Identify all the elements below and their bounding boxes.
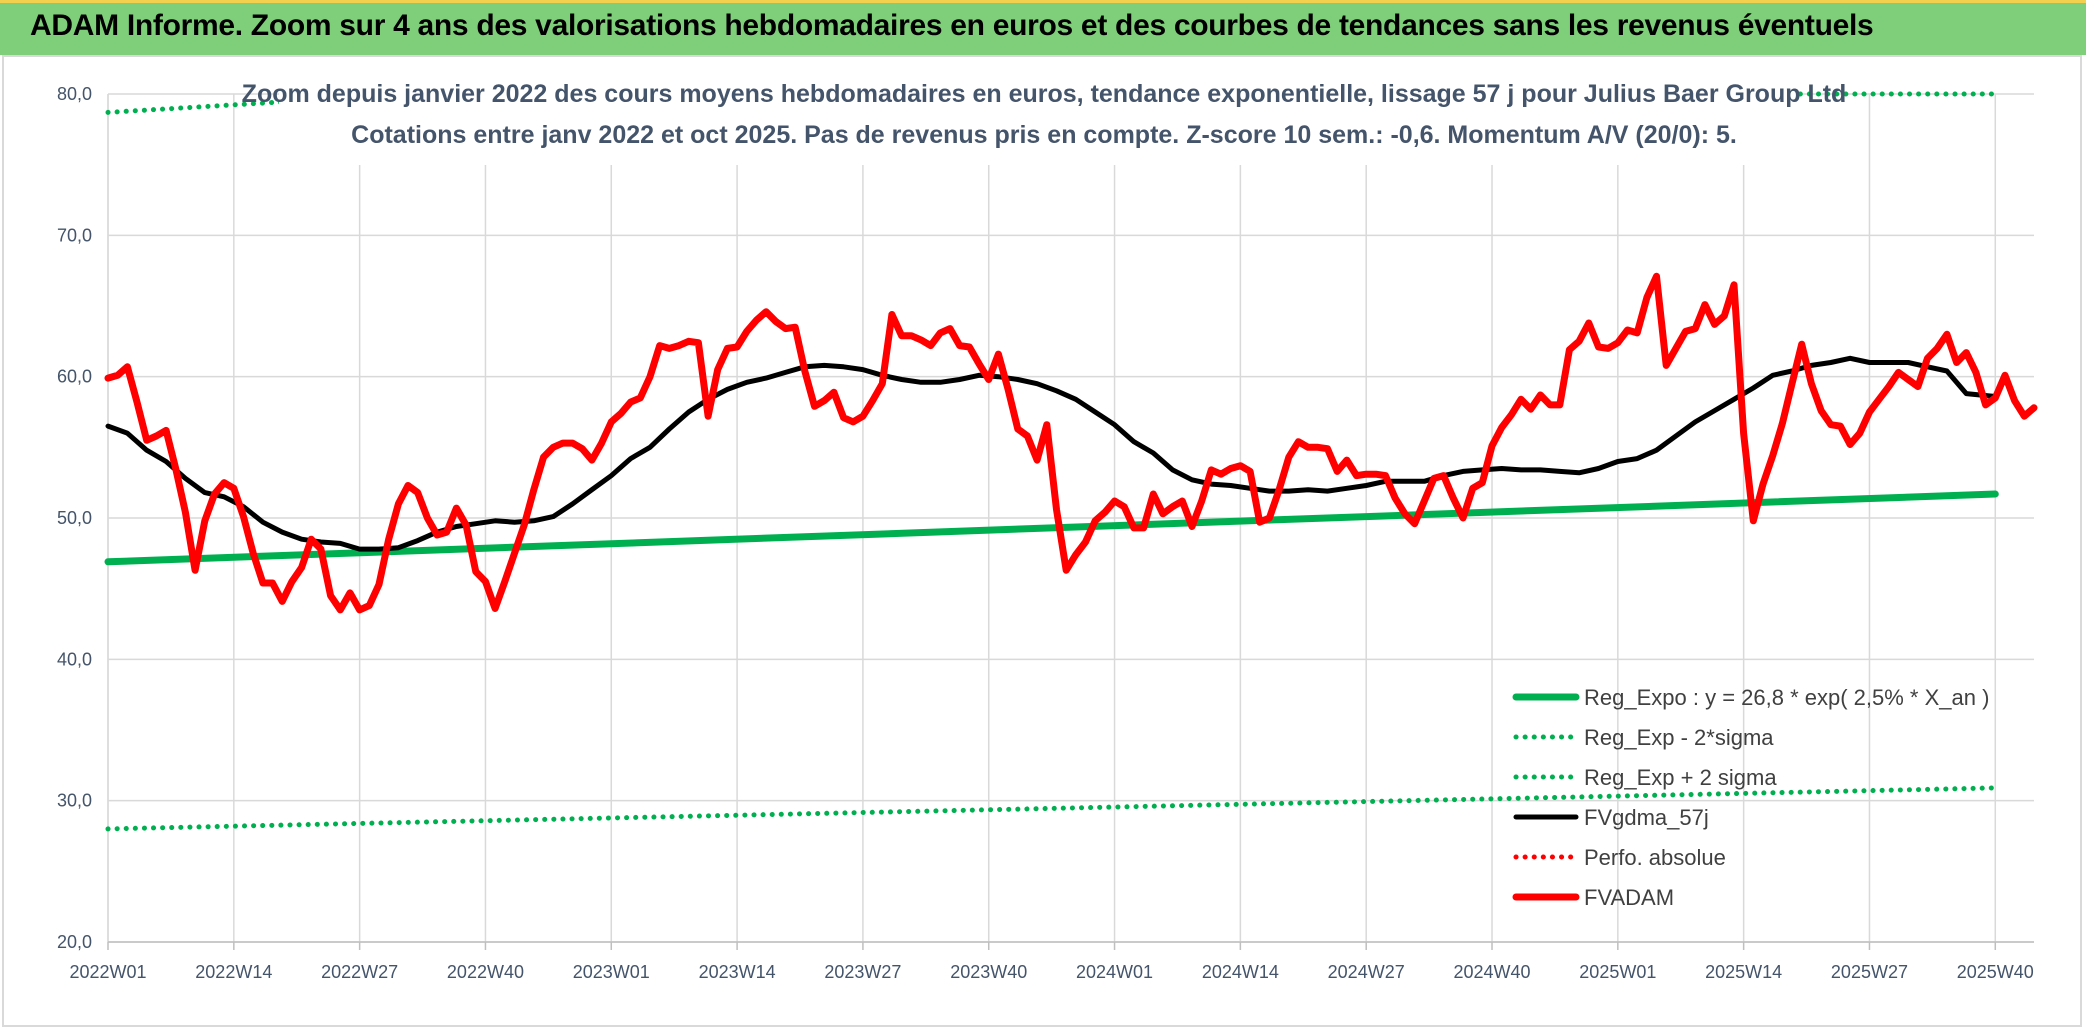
x-tick-label: 2025W27 [1831,962,1908,982]
series-reg-exp-2-sigma-line [105,91,1998,115]
y-tick-label: 50,0 [57,508,92,528]
x-tick-label: 2024W01 [1076,962,1153,982]
x-tick-label: 2023W40 [950,962,1027,982]
legend-label: Reg_Expo : y = 26,8 * exp( 2,5% * X_an ) [1584,685,1989,710]
x-tick-label: 2022W01 [69,962,146,982]
x-axis-ticks: 2022W01 2022W14 2022W27 2022W40 2023W01 2023W… [69,962,2033,982]
legend-label: Perfo. absolue [1584,845,1726,870]
y-tick-label: 70,0 [57,225,92,245]
y-axis-ticks: 20,0 30,0 40,0 50,0 60,0 70,0 80,0 [57,84,92,952]
x-tick-label: 2025W01 [1579,962,1656,982]
chart-title: Zoom depuis janvier 2022 des cours moyen… [242,80,1847,108]
report-title: ADAM Informe. Zoom sur 4 ans des valoris… [30,9,1874,42]
y-tick-label: 20,0 [57,932,92,952]
chart-frame: 20,0 30,0 40,0 50,0 60,0 70,0 80,0 2022W01 2022… [2,55,2082,1027]
x-tick-label: 2022W40 [447,962,524,982]
chart-subtitle: Cotations entre janv 2022 et oct 2025. P… [351,121,1737,149]
x-tick-label: 2023W27 [824,962,901,982]
title-background [279,65,1799,165]
line-chart: 20,030,040,050,060,070,080,0 2022W01 2022… [57,65,2038,982]
y-tick-label: 60,0 [57,367,92,387]
x-tick-label: 2022W14 [195,962,272,982]
legend-label: Reg_Exp - 2*sigma [1584,725,1774,750]
x-tick-label: 2024W27 [1328,962,1405,982]
gridlines [107,93,2034,950]
series-layer [104,91,2038,832]
report-header: ADAM Informe. Zoom sur 4 ans des valoris… [0,0,2086,55]
x-tick-label: 2024W14 [1202,962,1279,982]
y-tick-label: 30,0 [57,791,92,811]
x-tick-label: 2024W40 [1453,962,1530,982]
legend-label: FVgdma_57j [1584,805,1709,830]
y-tick-label: 80,0 [57,84,92,104]
x-tick-label: 2023W01 [573,962,650,982]
legend-label: Reg_Exp + 2 sigma [1584,765,1777,790]
x-tick-label: 2025W14 [1705,962,1782,982]
x-tick-label: 2025W40 [1957,962,2034,982]
legend-label: FVADAM [1584,885,1674,910]
series-reg-exp-2-sigma-line [105,785,1998,832]
series-fvadam-line [104,272,2038,614]
series-fvgdma-57j-line [105,355,1998,552]
x-tick-label: 2022W27 [321,962,398,982]
x-tick-label: 2023W14 [699,962,776,982]
y-tick-label: 40,0 [57,649,92,669]
legend: Reg_Expo : y = 26,8 * exp( 2,5% * X_an )… [1512,685,1989,910]
series-reg-expo-y-26-8-exp-2-5-x-an-line [104,490,1999,566]
